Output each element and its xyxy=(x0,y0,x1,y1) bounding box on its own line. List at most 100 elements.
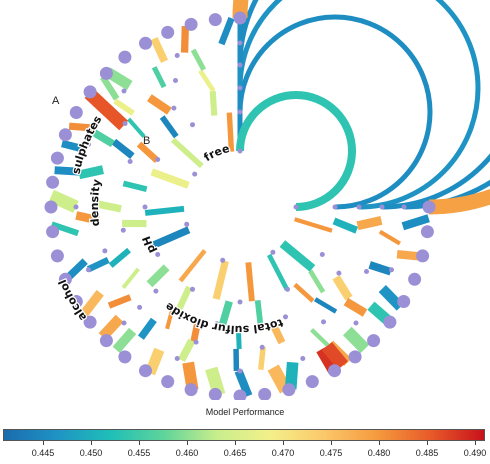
diagram-node xyxy=(192,171,198,177)
spoke-link xyxy=(137,317,157,340)
spoke-link xyxy=(144,205,185,216)
colorbar-tick-label: 0.465 xyxy=(223,448,247,458)
diagram-node xyxy=(58,272,72,286)
spoke-link xyxy=(122,180,148,192)
diagram-node xyxy=(174,356,180,361)
spoke-link xyxy=(190,48,207,71)
diagram-node xyxy=(422,200,436,214)
diagram-node xyxy=(142,204,148,210)
spoke-link xyxy=(78,165,104,180)
diagram-node xyxy=(283,314,288,320)
diagram-node xyxy=(50,249,64,263)
diagram-node xyxy=(122,121,128,126)
spoke-link xyxy=(235,325,242,350)
colorbar-tick-label: 0.485 xyxy=(415,448,439,458)
diagram-node xyxy=(237,62,243,68)
diagram-node xyxy=(184,383,198,397)
spoke-link xyxy=(308,269,326,294)
colorbar-tick xyxy=(91,441,92,445)
diagram-node xyxy=(214,321,220,327)
diagram-node xyxy=(300,356,306,361)
ring-label-free: free xyxy=(202,142,231,164)
ring-arc xyxy=(237,0,490,210)
diagram-node xyxy=(319,252,325,257)
spoke-link xyxy=(209,90,218,116)
diagram-node xyxy=(237,40,243,46)
colorbar-tick-label: 0.460 xyxy=(175,448,199,458)
spoke-link xyxy=(107,294,132,309)
ring-arc xyxy=(236,91,356,211)
colorbar-tick xyxy=(283,441,284,445)
spoke-link xyxy=(178,249,207,283)
diagram-node xyxy=(184,221,190,227)
colorbar-tick-label: 0.445 xyxy=(31,448,55,458)
diagram-node xyxy=(155,157,161,162)
diagram-node xyxy=(99,66,113,80)
spoke-link xyxy=(108,247,131,268)
spoke-link xyxy=(136,141,160,164)
spoke-link xyxy=(177,338,196,363)
diagram-node xyxy=(270,249,276,255)
diagram-node xyxy=(83,85,97,99)
spoke-link xyxy=(98,314,124,341)
spoke-link xyxy=(258,346,266,370)
diagram-node xyxy=(137,304,143,310)
spoke-link xyxy=(332,275,353,301)
spoke-link xyxy=(48,189,79,213)
spoke-link xyxy=(127,117,146,138)
diagram-nodes xyxy=(44,11,436,400)
spoke-link xyxy=(314,297,338,314)
spoke-link xyxy=(50,221,80,237)
diagram-node xyxy=(416,249,430,263)
ring-label-density: density xyxy=(88,178,104,227)
diagram-node xyxy=(258,387,272,400)
spoke-link xyxy=(343,297,368,317)
diagram-node xyxy=(69,295,83,308)
spoke-link xyxy=(266,253,290,291)
highlight-link xyxy=(84,88,129,131)
diagram-node xyxy=(408,272,422,286)
spoke-link xyxy=(310,328,330,347)
spoke-link xyxy=(113,98,135,116)
colorbar-tick xyxy=(331,441,332,445)
spoke-link xyxy=(91,129,115,148)
spoke-link xyxy=(147,94,172,115)
spoke-link xyxy=(254,300,264,325)
spoke-link xyxy=(401,214,430,231)
diagram-node xyxy=(237,109,243,115)
diagram-node xyxy=(118,50,132,64)
ring-arc xyxy=(232,0,490,215)
spoke-link xyxy=(150,168,190,189)
corner-label-a: A xyxy=(52,95,60,107)
spoke-link xyxy=(212,260,229,300)
diagram-node xyxy=(161,375,175,389)
diagram-node xyxy=(118,350,132,364)
spoke-link xyxy=(356,216,383,231)
diagram-node xyxy=(332,204,338,210)
diagram-node xyxy=(153,288,159,294)
diagram-node xyxy=(155,252,161,257)
colorbar-tick xyxy=(187,441,188,445)
spoke-link xyxy=(165,305,176,330)
diagram-node xyxy=(364,269,369,274)
diagram-node xyxy=(353,320,359,326)
spoke-link xyxy=(170,137,204,169)
diagram-node xyxy=(161,25,175,39)
diagram-node xyxy=(420,225,434,239)
diagram-node xyxy=(348,350,362,364)
spoke-link xyxy=(226,112,235,152)
diagram-node xyxy=(259,344,265,350)
diagram-node xyxy=(44,200,58,214)
colorbar-tick xyxy=(475,441,476,445)
spoke-link xyxy=(97,200,122,213)
diagram-node xyxy=(401,204,407,210)
colorbar-gradient xyxy=(3,429,485,441)
spoke-link xyxy=(176,285,193,311)
diagram-node xyxy=(139,364,152,378)
diagram-node xyxy=(237,85,243,91)
ring-label-alcohol: alcohol xyxy=(56,278,89,324)
diagram-node xyxy=(97,182,103,188)
colorbar-tick-label: 0.480 xyxy=(367,448,391,458)
diagram-node xyxy=(367,334,381,348)
spoke-link xyxy=(121,267,140,290)
